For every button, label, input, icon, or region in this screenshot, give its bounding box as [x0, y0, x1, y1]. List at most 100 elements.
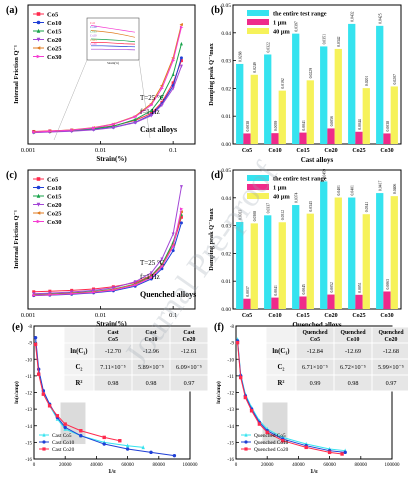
data-point [70, 128, 74, 132]
table-cell-text: R² [76, 380, 83, 387]
category-label: Co5 [242, 313, 252, 319]
panel-d: 0.00 0.01 0.02 0.03 0.04 0.05 Co5 0.0313 0.0037 0… [208, 168, 402, 329]
data-point [160, 94, 164, 99]
y-tick-label: 0.04 [221, 196, 231, 202]
bar-value-label: 0.0374 [295, 192, 299, 203]
panel-tag: (b) [211, 5, 223, 16]
x-tick-label: 80000 [355, 463, 368, 468]
legend-swatch [247, 19, 269, 25]
legend-marker [42, 447, 46, 451]
y-tick-label: 0.00 [221, 142, 231, 148]
x-axis-label: Strain(%) [96, 155, 127, 163]
table-cell-text: 6.71×10⁻⁵ [302, 364, 328, 371]
legend-label: Co25 [47, 46, 62, 53]
table-header-line1: Quenched [340, 330, 366, 336]
table-cell-text: 0.99 [310, 380, 321, 387]
legend-marker [36, 54, 41, 59]
data-point [171, 249, 175, 253]
y-tick-label: -12 [25, 392, 32, 397]
bar-Co20 [320, 46, 328, 145]
inset-legend-label: Co5 [90, 21, 96, 25]
data-point [102, 435, 106, 440]
table-header-line1: Quenched [378, 330, 404, 336]
bar-Co5 [250, 74, 258, 144]
y-tick-label: -12 [227, 392, 234, 397]
data-point [79, 429, 83, 433]
x-tick-label: 60000 [121, 463, 134, 468]
legend-label: Co5 [47, 12, 59, 19]
legend-marker [36, 202, 41, 207]
bar-value-label: 0.0312 [281, 210, 285, 221]
bar-value-label: 0.0425 [379, 13, 383, 24]
bar-value-label: 0.0192 [281, 78, 285, 89]
data-point [171, 244, 176, 248]
bar-Co10 [278, 90, 286, 144]
table-header-line1: Cast [183, 330, 194, 336]
bar-value-label: 0.0039 [274, 121, 278, 132]
x-tick-label: 20000 [59, 463, 72, 468]
y-tick-label: -16 [227, 458, 234, 463]
data-point [70, 288, 74, 292]
category-label: Co15 [296, 313, 309, 319]
data-point [249, 409, 254, 413]
y-tick-label: -10 [25, 358, 32, 363]
y-tick-label: -9 [230, 342, 235, 347]
x-axis-label: Quenched alloys [292, 321, 341, 329]
bar-Co25 [362, 214, 370, 309]
bar-value-label: 0.0229 [309, 68, 313, 79]
y-tick-label: 0.01 [221, 279, 231, 285]
y-tick-label: 0.04 [221, 31, 231, 37]
bar-value-label: 0.0343 [309, 201, 313, 212]
data-point [149, 276, 154, 280]
data-point [179, 221, 183, 225]
table-header-line2: Co10 [145, 337, 158, 343]
data-point [304, 445, 308, 450]
table-cell-text: 0.98 [146, 380, 157, 387]
panel-tag: (e) [12, 322, 23, 333]
legend-swatch [247, 175, 269, 181]
data-point [171, 72, 175, 76]
data-point [133, 117, 137, 122]
data-point [133, 115, 138, 119]
bar-value-label: 0.0052 [330, 282, 334, 293]
bar-Co10 [264, 54, 272, 144]
bar-value-label: 0.0351 [323, 34, 327, 45]
table-cell-text: ln(C₁) [272, 348, 289, 355]
x-tick-label: 0 [235, 463, 238, 468]
legend-label: Cast Co20 [52, 447, 75, 453]
table-header-line2: Co20 [385, 337, 398, 343]
note-alloy-type: Quenched alloys [140, 290, 196, 299]
data-point [92, 128, 96, 132]
category-label: Co10 [268, 148, 281, 154]
bar-value-label: 0.0308 [253, 211, 257, 222]
note-alloy-type: Cast alloys [140, 125, 177, 134]
bar-Co10 [271, 297, 279, 309]
inset-legend-label: Co30 [90, 42, 97, 46]
inset-series [90, 30, 136, 38]
legend-swatch [247, 28, 269, 34]
bar-Co15 [299, 296, 307, 309]
table-cell [265, 326, 297, 344]
series-line-Co20 [33, 65, 182, 134]
bar-Co20 [334, 48, 342, 145]
data-point [92, 290, 96, 294]
y-axis-label: Internal Friction Q⁻¹ [13, 45, 20, 104]
y-tick-label: -15 [25, 441, 32, 446]
table-header-line1: Cast [145, 330, 156, 336]
table-header-line1: Quenched [302, 330, 328, 336]
panel-tag: (c) [6, 170, 17, 181]
data-point [133, 283, 138, 287]
inset-legend-label: Co20 [90, 34, 97, 38]
legend-label: Co20 [47, 37, 61, 44]
y-axis-label: ln(ε/amp) [13, 381, 20, 404]
y-tick-label: -8 [230, 325, 235, 330]
data-point [149, 450, 153, 455]
legend-label: 40 μm [273, 194, 290, 201]
category-label: Co20 [324, 313, 337, 319]
table-header-line2: Co20 [183, 337, 196, 343]
legend-marker [244, 440, 248, 444]
bar-Co15 [292, 33, 300, 144]
bar-value-label: 0.0038 [246, 121, 250, 132]
x-axis-label: 1/ε [108, 468, 116, 475]
category-label: Co30 [380, 313, 393, 319]
